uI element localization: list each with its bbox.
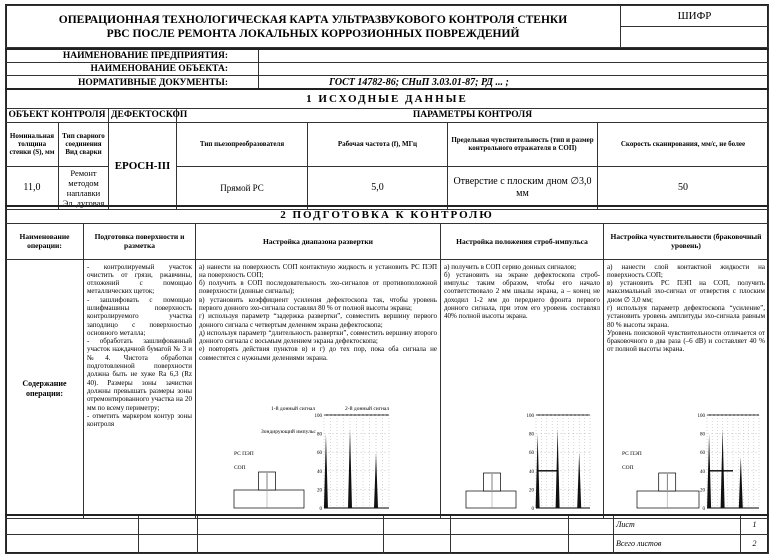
y-tick-label: 20: [317, 488, 323, 493]
test-block-sop: [465, 490, 517, 508]
prep-step: - контролируемый участок очистить от гря…: [87, 262, 192, 296]
enterprise-value[interactable]: [258, 48, 769, 63]
range-diagram: 1-й донный сигнал 2-й донный сигнал Зондир…: [233, 405, 389, 512]
col-range: Настройка диапазона развертки: [195, 222, 441, 260]
value-speed: 50: [597, 165, 769, 210]
code-value[interactable]: [620, 26, 769, 48]
prep-text: - контролируемый участок очистить от гря…: [83, 258, 196, 519]
value-weld-type: Ремонт методом наплавки Эл. дуговая: [58, 165, 109, 210]
y-tick-label: 80: [529, 432, 535, 437]
sheet-label: Лист: [613, 514, 741, 535]
echo-spike: [348, 428, 352, 508]
value-transducer: Прямой РС: [176, 165, 308, 210]
strobe-step: а) получить в СОП серию донных сигналов;: [444, 262, 577, 271]
total-sheets-value: 2: [740, 533, 769, 554]
prep-step: - обработать зашлифованный участок нажда…: [87, 337, 192, 412]
y-tick-label: 0: [703, 507, 706, 512]
y-tick-label: 40: [529, 469, 535, 474]
echo-spike: [323, 433, 328, 508]
range-step: г) используя параметр “задержка развертк…: [199, 312, 437, 329]
y-tick-label: 20: [529, 488, 535, 493]
y-tick-label: 100: [698, 414, 706, 419]
strobe-step: б) установить на экране дефектоскопа стр…: [444, 270, 600, 321]
echo-spike: [535, 433, 540, 508]
y-tick-label: 40: [317, 469, 323, 474]
sens-step: а) нанести слой контактной жидкости на п…: [607, 262, 765, 279]
y-tick-label: 20: [700, 488, 706, 493]
col-frequency: Рабочая частота (f), МГц: [307, 121, 448, 167]
prep-step: - зашлифовать с помощью шлифмашины повер…: [87, 295, 192, 337]
strobe-text: а) получить в СОП серию донных сигналов;…: [440, 258, 604, 519]
col-thickness: Номинальная толщина стенки (S), мм: [5, 121, 59, 167]
sens-step: Уровень поисковой чувствительности отлич…: [607, 328, 765, 354]
test-block-sop: [636, 490, 700, 508]
section-2: 2 ПОДГОТОВКА К КОНТРОЛЮ Наименование опе…: [5, 205, 769, 519]
y-tick-label: 80: [317, 432, 323, 437]
value-sensitivity: Отверстие с плоским дном ∅3,0 мм: [447, 165, 598, 210]
probe-pulse-label: Зондирующий импульс: [261, 428, 316, 435]
object-label: НАИМЕНОВАНИЕ ОБЪЕКТА:: [5, 62, 259, 76]
echo-spike: [555, 428, 560, 508]
section-2-title: 2 ПОДГОТОВКА К КОНТРОЛЮ: [5, 205, 769, 224]
title-block: ОПЕРАЦИОННАЯ ТЕХНОЛОГИЧЕСКАЯ КАРТА УЛЬТР…: [5, 5, 769, 90]
y-tick-label: 40: [700, 469, 706, 474]
device-value: EPOCH-III: [108, 121, 177, 210]
y-tick-label: 60: [317, 451, 323, 456]
range-step: д) используя параметр “длительность разв…: [199, 328, 437, 346]
echo1-label: 1-й донный сигнал: [271, 405, 315, 412]
echo-spike: [738, 456, 743, 508]
range-step: а) нанести на поверхность СОП контактную…: [199, 262, 437, 279]
range-step: е) повторять действия пунктов в) и г) до…: [199, 345, 437, 362]
range-step: б) получить в СОП последовательность эхо…: [199, 279, 437, 296]
transducer-label: РС ПЭП: [234, 451, 254, 457]
block-label: СОП: [622, 465, 634, 471]
range-text: а) нанести на поверхность СОП контактную…: [195, 258, 441, 519]
block-label: СОП: [234, 465, 246, 471]
value-thickness: 11,0: [5, 165, 59, 210]
code-label: ШИФР: [620, 5, 769, 27]
y-tick-label: 100: [527, 414, 535, 419]
doc-title-line1: ОПЕРАЦИОННАЯ ТЕХНОЛОГИЧЕСКАЯ КАРТА УЛЬТР…: [58, 13, 568, 26]
echo-spike: [577, 451, 582, 508]
echo-spike: [720, 428, 725, 508]
col-strobe: Настройка положения строб-импульса: [440, 222, 604, 260]
y-tick-label: 60: [700, 451, 706, 456]
group-params: ПАРАМЕТРЫ КОНТРОЛЯ: [176, 107, 769, 123]
enterprise-label: НАИМЕНОВАНИЕ ПРЕДПРИЯТИЯ:: [5, 48, 259, 63]
y-tick-label: 0: [532, 507, 535, 512]
col-speed: Скорость сканирования, мм/с, не более: [597, 121, 769, 167]
echo-spike: [374, 451, 378, 508]
y-tick-label: 100: [315, 414, 323, 419]
col-operation: Наименование операции:: [5, 222, 84, 260]
group-object: ОБЪЕКТ КОНТРОЛЯ: [5, 107, 109, 123]
transducer-label: РС ПЭП: [622, 451, 642, 457]
range-step: в) установить коэффициент усиления дефек…: [199, 295, 437, 312]
sens-text: а) нанести слой контактной жидкости на п…: [603, 258, 769, 519]
test-block-sop: [233, 489, 305, 508]
sens-step: в) установить РС ПЭП на СОП, получить ма…: [607, 279, 765, 304]
col-transducer: Тип пьезопреобразователя: [176, 121, 308, 167]
doc-title-line2: РВС ПОСЛЕ РЕМОНТА ЛОКАЛЬНЫХ КОРРОЗИОННЫХ…: [106, 27, 520, 40]
prep-step: - отметить маркером контур зоны контроля: [87, 411, 192, 429]
object-value[interactable]: [258, 62, 769, 76]
total-sheets-label: Всего листов: [613, 533, 741, 554]
section-1-title: 1 ИСХОДНЫЕ ДАННЫЕ: [5, 88, 769, 109]
row-label: Содержание операции:: [5, 258, 84, 519]
value-frequency: 5,0: [307, 165, 448, 210]
sensitivity-diagram: 100 80 60 40 20 0 РС ПЭП СОП: [622, 414, 760, 512]
footer-stamp: Лист 1 Всего листов 2: [5, 514, 769, 554]
col-prep: Подготовка поверхности и разметка: [83, 222, 196, 260]
sens-step: г) используя параметр дефектоскопа “усил…: [607, 303, 765, 329]
col-sensitivity: Предельная чувствительность (тип и разме…: [447, 121, 598, 167]
y-tick-label: 80: [700, 432, 706, 437]
col-sensitivity-setup: Настройка чувствительности (браковочный …: [603, 222, 769, 260]
y-tick-label: 60: [529, 451, 535, 456]
echo2-label: 2-й донный сигнал: [345, 405, 389, 412]
group-device: ДЕФЕКТОСКОП: [108, 107, 187, 123]
sheet-value: 1: [740, 514, 769, 535]
strobe-diagram: 100 80 60 40 20 0: [465, 414, 591, 512]
col-weld-type: Тип сварного соединения Вид сварки: [58, 121, 109, 167]
y-tick-label: 0: [320, 507, 323, 512]
section-1: 1 ИСХОДНЫЕ ДАННЫЕ ОБЪЕКТ КОНТРОЛЯ ДЕФЕКТ…: [5, 88, 769, 210]
